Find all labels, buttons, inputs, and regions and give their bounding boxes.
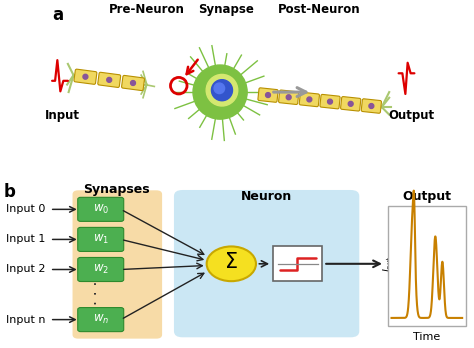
Text: Output: Output [389,109,435,122]
Circle shape [83,74,88,79]
Text: $w_2$: $w_2$ [93,263,109,276]
Text: Synapses: Synapses [83,183,149,196]
Text: Input 2: Input 2 [6,264,45,275]
FancyBboxPatch shape [273,246,322,281]
FancyBboxPatch shape [388,206,466,326]
FancyBboxPatch shape [78,227,124,252]
Text: $\Sigma$: $\Sigma$ [224,253,238,272]
Text: b: b [4,183,16,201]
Text: $w_0$: $w_0$ [92,203,109,216]
Circle shape [265,93,271,97]
FancyBboxPatch shape [299,92,319,107]
Circle shape [328,99,332,104]
Text: Input n: Input n [6,315,45,325]
FancyBboxPatch shape [279,90,299,104]
Circle shape [214,83,225,94]
Text: Synapse: Synapse [198,3,254,16]
Text: Pre-Neuron: Pre-Neuron [109,3,185,16]
Circle shape [307,97,312,102]
Text: Time: Time [413,332,440,342]
FancyBboxPatch shape [122,76,145,90]
Circle shape [193,65,247,119]
FancyBboxPatch shape [78,197,124,221]
Circle shape [107,77,112,82]
Text: Neuron: Neuron [241,190,292,203]
FancyBboxPatch shape [341,97,361,111]
Circle shape [369,104,374,109]
Text: Input: Input [45,109,80,122]
FancyBboxPatch shape [320,94,340,109]
FancyBboxPatch shape [73,190,162,339]
Text: Output: Output [402,190,451,203]
FancyBboxPatch shape [74,69,97,84]
Circle shape [206,74,238,106]
FancyBboxPatch shape [361,99,382,113]
Circle shape [130,80,136,86]
FancyBboxPatch shape [258,88,278,102]
Circle shape [211,80,232,101]
Text: $I_{out}$: $I_{out}$ [382,256,395,272]
FancyBboxPatch shape [174,190,359,337]
FancyBboxPatch shape [78,258,124,282]
Circle shape [207,246,256,281]
Text: Input 1: Input 1 [6,235,45,244]
FancyBboxPatch shape [78,308,124,332]
Text: Input 0: Input 0 [6,204,45,214]
Circle shape [286,95,291,100]
Text: Post-Neuron: Post-Neuron [278,3,361,16]
Circle shape [348,101,353,106]
Text: $w_1$: $w_1$ [93,233,109,246]
Text: a: a [52,6,63,24]
Text: $w_n$: $w_n$ [92,313,109,326]
Text: · · ·: · · · [90,281,105,305]
FancyBboxPatch shape [98,72,121,87]
